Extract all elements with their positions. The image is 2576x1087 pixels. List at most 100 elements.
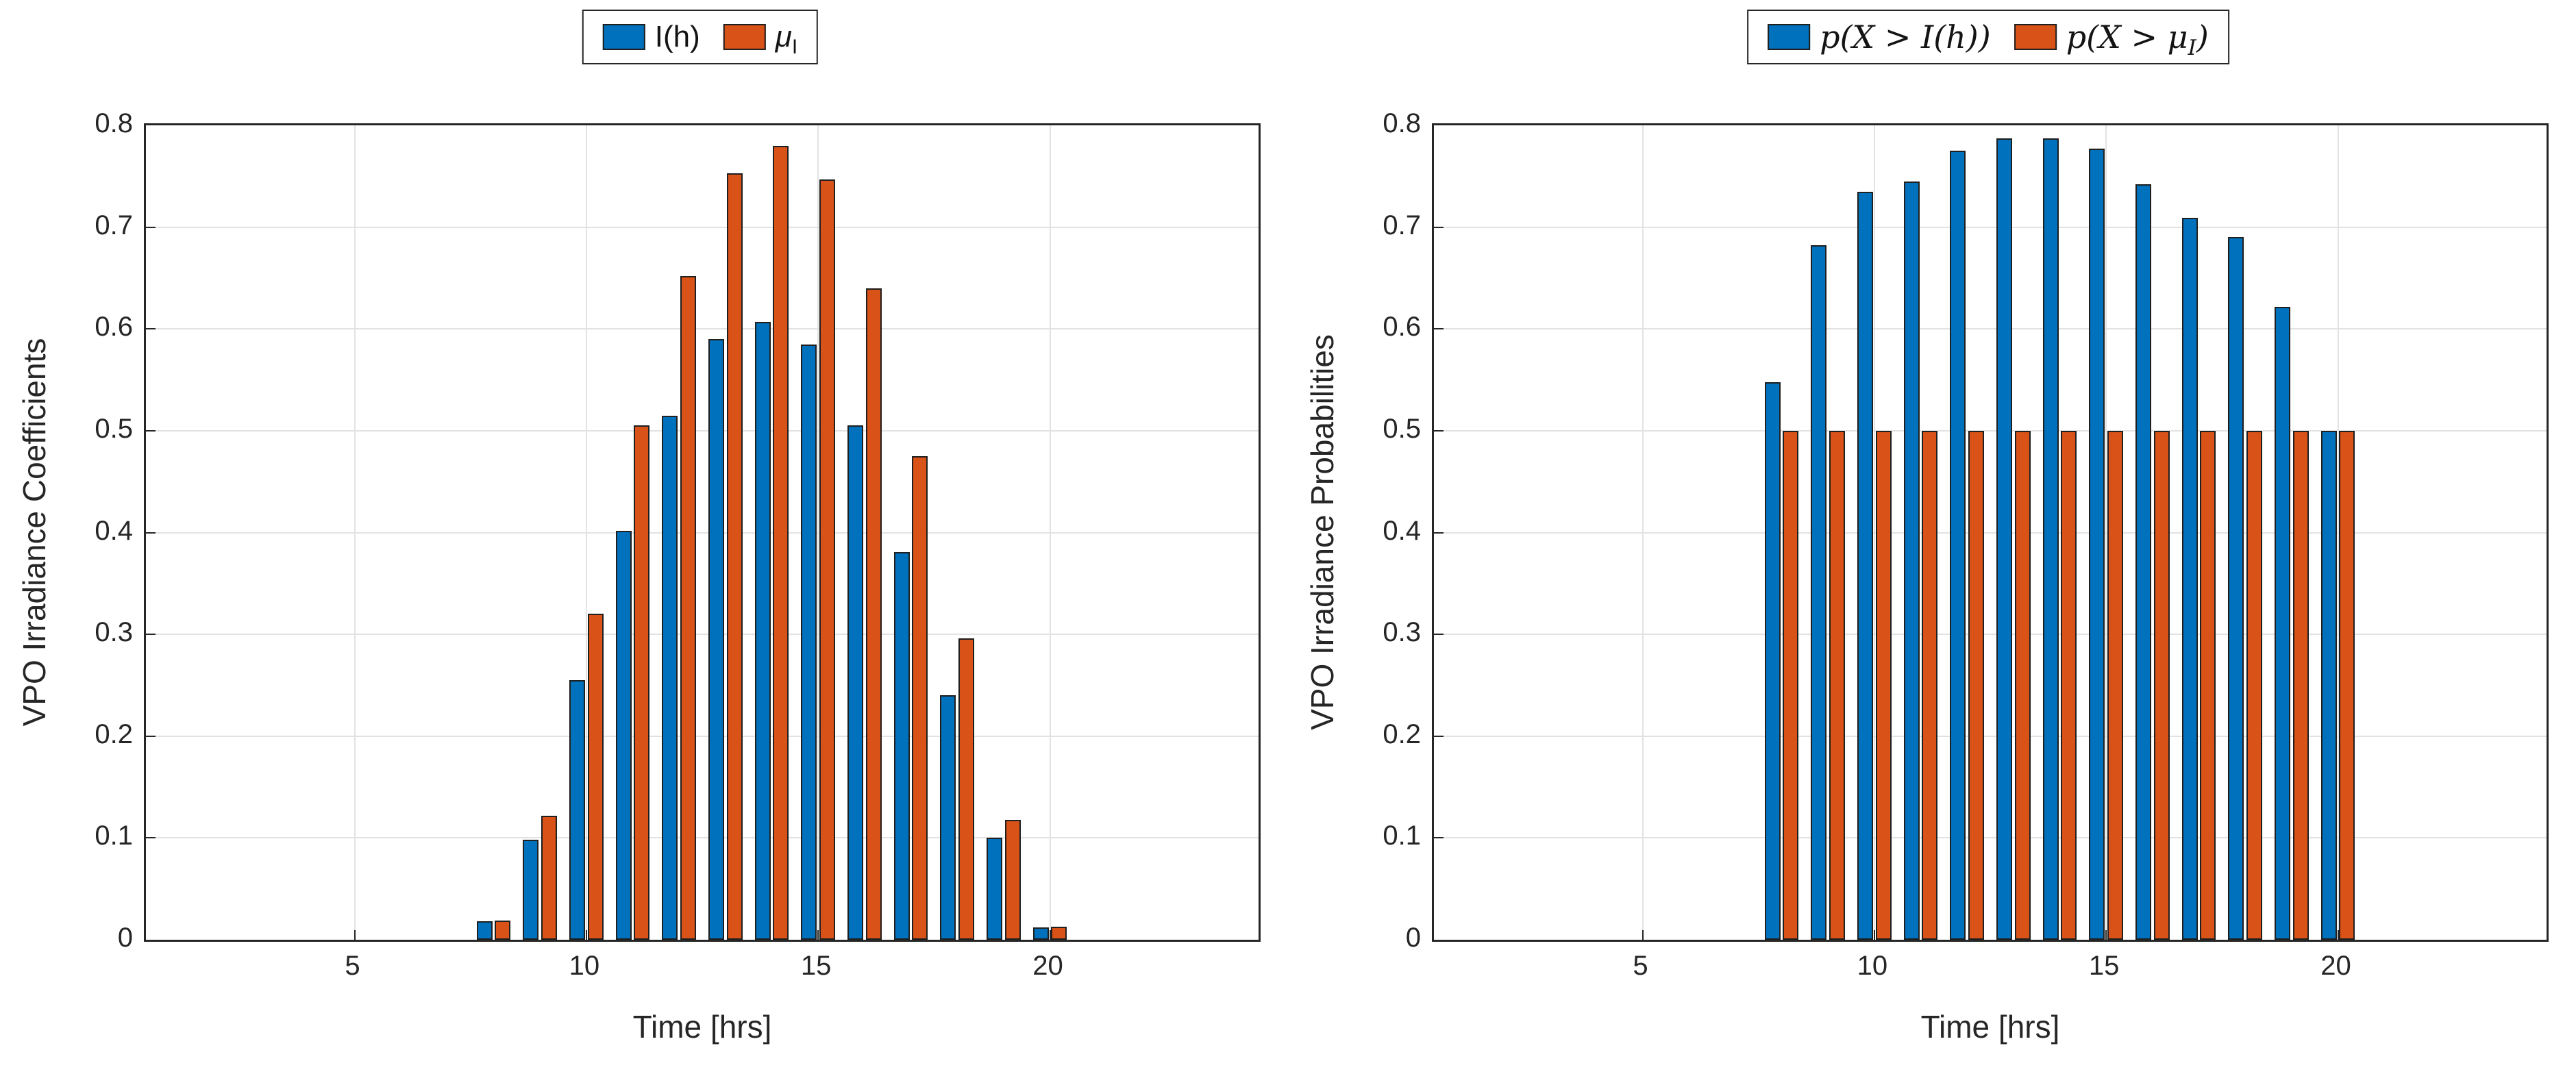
x-tick-label: 10 <box>1857 951 1888 981</box>
bar-series-2 <box>634 425 650 940</box>
bar-series-2 <box>1783 430 1799 940</box>
bar-series-1 <box>1996 138 2013 940</box>
grid-line-horizontal <box>1434 328 2547 330</box>
bar-series-1 <box>987 838 1003 940</box>
y-tick-label: 0.6 <box>95 312 133 342</box>
y-tick-mark <box>146 328 156 330</box>
y-tick-mark <box>146 735 156 737</box>
grid-line-horizontal <box>1434 634 2547 636</box>
y-tick-label: 0.5 <box>1383 413 1421 444</box>
grid-line-horizontal <box>1434 429 2547 432</box>
x-tick-mark <box>1642 930 1644 940</box>
y-tick-label: 0.2 <box>95 719 133 749</box>
x-tick-label: 5 <box>345 951 360 981</box>
grid-line-vertical <box>1873 125 1875 940</box>
legend-item: p(X > μI) <box>2014 18 2209 61</box>
bar-series-2 <box>541 815 557 940</box>
y-tick-label: 0.8 <box>95 108 133 138</box>
bar-series-2 <box>865 288 882 940</box>
bar-series-2 <box>1968 430 1984 940</box>
bar-series-2 <box>2061 430 2077 940</box>
x-tick-mark <box>1049 930 1051 940</box>
bar-series-1 <box>476 921 493 940</box>
grid-line-horizontal <box>146 837 1259 839</box>
bar-series-1 <box>2181 218 2198 940</box>
legend-item: I(h) <box>602 19 700 55</box>
bar-series-2 <box>1829 430 1845 940</box>
x-tick-label: 15 <box>2088 951 2120 981</box>
legend-swatch <box>2014 24 2057 50</box>
grid-line-vertical <box>354 125 356 940</box>
grid-line-vertical <box>2105 125 2107 940</box>
bar-series-2 <box>726 173 743 940</box>
y-tick-mark <box>1434 429 1444 432</box>
y-tick-label: 0.7 <box>1383 210 1421 240</box>
bar-series-1 <box>1811 245 1827 940</box>
bar-series-1 <box>847 425 864 940</box>
y-tick-label: 0.4 <box>95 515 133 546</box>
grid-line-vertical <box>817 125 819 940</box>
legend: p(X > I(h)) p(X > μI) <box>1747 10 2229 64</box>
bar-series-1 <box>523 840 539 940</box>
y-tick-label: 0.8 <box>1383 108 1421 138</box>
plot-area <box>1432 123 2549 942</box>
x-tick-mark <box>585 930 587 940</box>
y-tick-mark <box>146 532 156 534</box>
bar-series-2 <box>2292 430 2309 940</box>
grid-line-horizontal <box>146 226 1259 228</box>
x-tick-label: 15 <box>800 951 832 981</box>
bar-series-1 <box>893 551 910 940</box>
bar-series-1 <box>2089 149 2105 940</box>
y-tick-label: 0.5 <box>95 413 133 444</box>
bar-series-2 <box>912 456 928 940</box>
legend-item: μI <box>723 19 798 58</box>
bar-series-1 <box>754 321 771 940</box>
y-tick-mark <box>146 837 156 839</box>
x-tick-mark <box>817 930 819 940</box>
grid-line-vertical <box>1049 125 1051 940</box>
y-tick-mark <box>1434 226 1444 228</box>
legend-swatch <box>723 24 766 50</box>
legend-label: p(X > μI) <box>2066 18 2209 61</box>
legend: I(h) μI <box>582 10 819 64</box>
grid-line-horizontal <box>146 735 1259 737</box>
x-tick-label: 20 <box>1032 951 1063 981</box>
bar-series-1 <box>569 680 586 940</box>
y-tick-label: 0.4 <box>1383 515 1421 546</box>
legend-label: p(X > I(h)) <box>1820 18 1991 55</box>
bar-series-1 <box>1764 382 1781 940</box>
bar-series-2 <box>495 920 511 940</box>
x-tick-label: 5 <box>1633 951 1648 981</box>
chart-irradiance-coefficients: I(h) μI VPO Irradiance Coefficients Time … <box>16 10 1261 1045</box>
plot-area <box>144 123 1261 942</box>
chart-irradiance-probabilities: p(X > I(h)) p(X > μI) VPO Irradiance Prob… <box>1288 0 2576 1087</box>
bar-series-1 <box>662 415 678 940</box>
y-tick-mark <box>1434 735 1444 737</box>
grid-line-horizontal <box>1434 735 2547 737</box>
legend-label: μI <box>775 20 798 58</box>
bar-series-2 <box>680 275 696 940</box>
bar-series-2 <box>1922 430 1938 940</box>
bar-series-1 <box>615 530 632 940</box>
y-tick-mark <box>1434 837 1444 839</box>
y-tick-label: 0.3 <box>95 617 133 648</box>
x-tick-label: 10 <box>569 951 600 981</box>
grid-line-horizontal <box>146 532 1259 534</box>
bar-series-1 <box>2135 184 2152 940</box>
y-tick-label: 0 <box>117 923 133 953</box>
y-tick-mark <box>146 429 156 432</box>
bar-series-1 <box>2228 237 2244 940</box>
bar-series-2 <box>1004 819 1021 940</box>
x-tick-label: 20 <box>2320 951 2351 981</box>
y-tick-label: 0.1 <box>95 821 133 851</box>
grid-line-horizontal <box>146 429 1259 432</box>
grid-line-horizontal <box>1434 837 2547 839</box>
legend-item: p(X > I(h)) <box>1768 19 1991 55</box>
y-tick-mark <box>1434 634 1444 636</box>
bar-series-2 <box>819 179 835 940</box>
grid-line-horizontal <box>146 328 1259 330</box>
bar-series-1 <box>2320 430 2337 940</box>
bar-series-2 <box>2339 430 2355 940</box>
y-tick-mark <box>1434 328 1444 330</box>
